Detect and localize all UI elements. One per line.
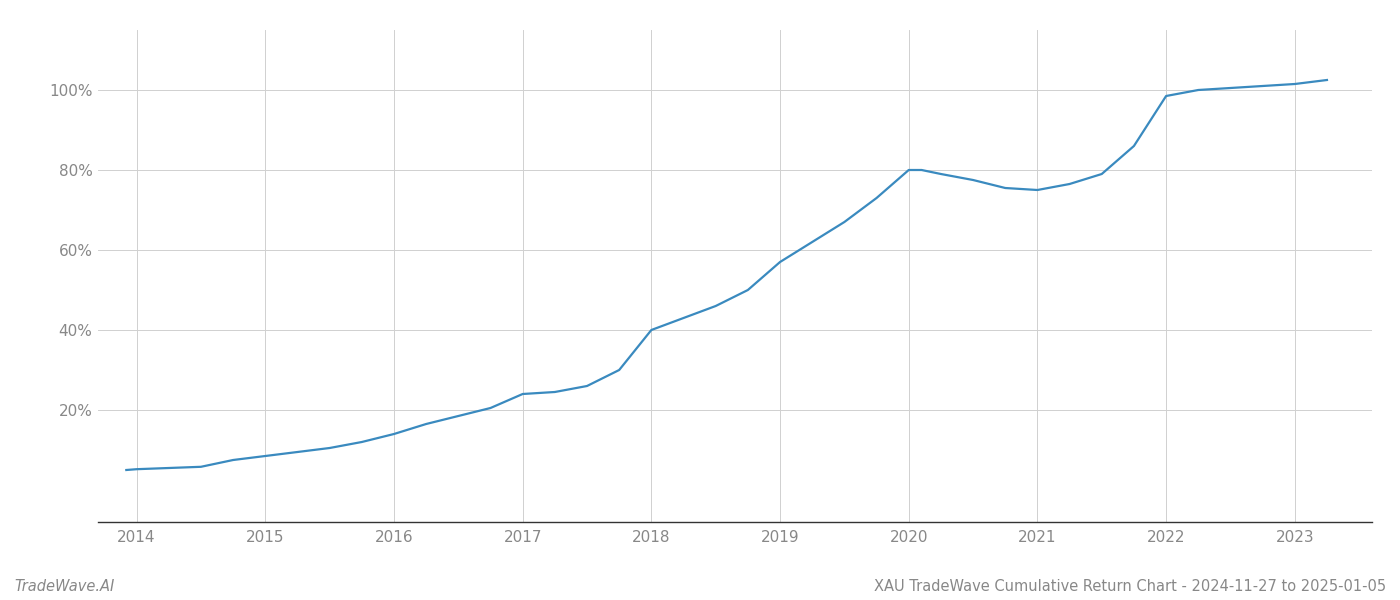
Text: TradeWave.AI: TradeWave.AI <box>14 579 115 594</box>
Text: XAU TradeWave Cumulative Return Chart - 2024-11-27 to 2025-01-05: XAU TradeWave Cumulative Return Chart - … <box>874 579 1386 594</box>
